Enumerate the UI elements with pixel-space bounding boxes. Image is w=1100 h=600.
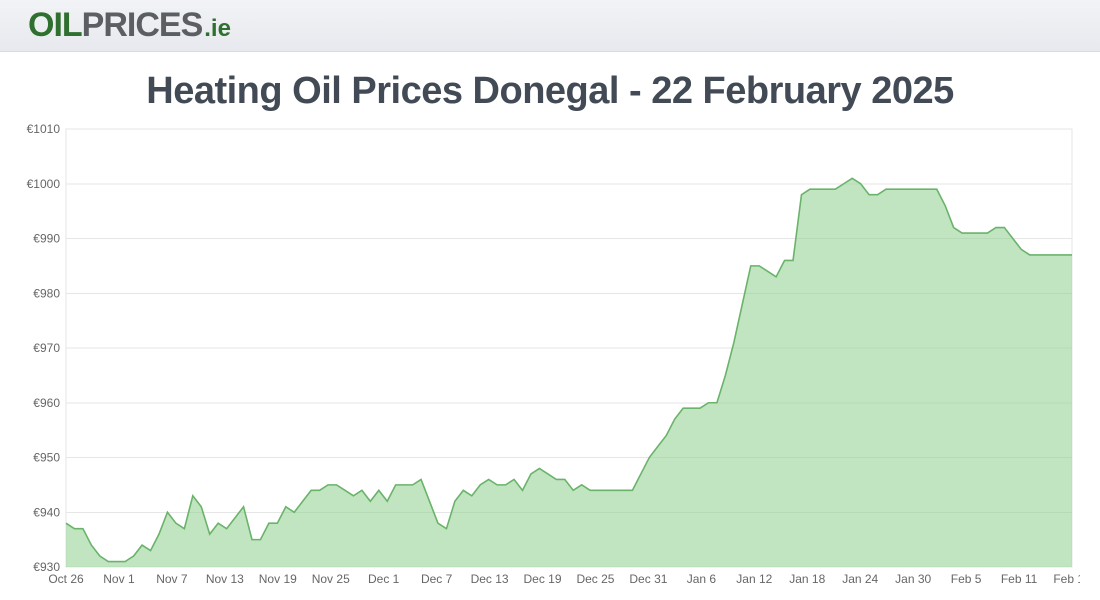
svg-text:Feb 17: Feb 17 bbox=[1053, 572, 1080, 586]
svg-text:€950: €950 bbox=[33, 451, 60, 465]
svg-text:Dec 19: Dec 19 bbox=[524, 572, 562, 586]
svg-text:Jan 24: Jan 24 bbox=[842, 572, 878, 586]
svg-text:Nov 7: Nov 7 bbox=[156, 572, 188, 586]
svg-text:€1010: €1010 bbox=[27, 123, 61, 136]
svg-text:€1000: €1000 bbox=[27, 177, 61, 191]
svg-text:Oct 26: Oct 26 bbox=[48, 572, 84, 586]
logo-prices-text: PRICES bbox=[82, 6, 203, 45]
svg-text:Dec 25: Dec 25 bbox=[576, 572, 614, 586]
svg-text:€970: €970 bbox=[33, 341, 60, 355]
svg-text:€980: €980 bbox=[33, 286, 60, 300]
svg-text:Feb 5: Feb 5 bbox=[951, 572, 982, 586]
svg-text:Dec 1: Dec 1 bbox=[368, 572, 400, 586]
svg-text:Nov 25: Nov 25 bbox=[312, 572, 350, 586]
svg-text:Dec 7: Dec 7 bbox=[421, 572, 453, 586]
header-bar: OIL PRICES .ie bbox=[0, 0, 1100, 52]
site-logo[interactable]: OIL PRICES .ie bbox=[28, 6, 231, 45]
logo-ie-text: .ie bbox=[204, 15, 231, 43]
svg-text:Nov 13: Nov 13 bbox=[206, 572, 244, 586]
price-chart-svg: €930€940€950€960€970€980€990€1000€1010Oc… bbox=[20, 123, 1080, 593]
svg-text:Dec 31: Dec 31 bbox=[629, 572, 667, 586]
svg-text:Jan 12: Jan 12 bbox=[736, 572, 772, 586]
svg-text:Jan 18: Jan 18 bbox=[789, 572, 825, 586]
svg-text:Nov 19: Nov 19 bbox=[259, 572, 297, 586]
svg-text:€940: €940 bbox=[33, 505, 60, 519]
logo-oil-text: OIL bbox=[28, 6, 82, 45]
page-title: Heating Oil Prices Donegal - 22 February… bbox=[0, 70, 1100, 113]
svg-text:Jan 6: Jan 6 bbox=[687, 572, 717, 586]
svg-text:Dec 13: Dec 13 bbox=[471, 572, 509, 586]
svg-text:Feb 11: Feb 11 bbox=[1001, 572, 1038, 586]
svg-text:Jan 30: Jan 30 bbox=[895, 572, 931, 586]
svg-text:Nov 1: Nov 1 bbox=[103, 572, 135, 586]
price-chart: €930€940€950€960€970€980€990€1000€1010Oc… bbox=[20, 123, 1080, 593]
svg-text:€960: €960 bbox=[33, 396, 60, 410]
svg-text:€990: €990 bbox=[33, 232, 60, 246]
